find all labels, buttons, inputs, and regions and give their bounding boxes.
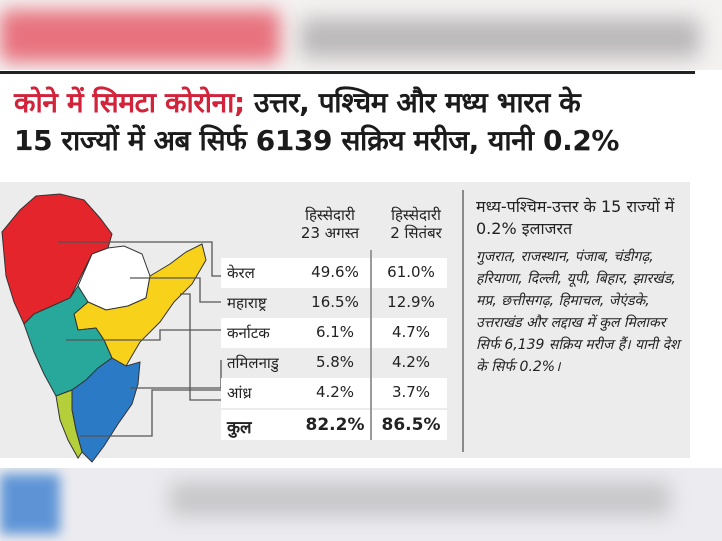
value-aug: 49.6%: [311, 263, 359, 281]
value-sep: 4.7%: [391, 323, 431, 341]
blurred-grey-text: [170, 482, 670, 516]
col-head-sep: हिस्सेदारी 2 सितंबर: [376, 206, 456, 242]
map-karnataka: [23, 285, 113, 397]
value-sep: 4.2%: [391, 353, 431, 371]
sidebox-divider: [462, 190, 464, 452]
blurred-header-strip: [0, 0, 722, 70]
state-label: तमिलनाडु: [227, 354, 279, 372]
state-label: केरल: [227, 264, 255, 282]
col-head-aug-line1: हिस्सेदारी: [305, 206, 355, 224]
blurred-blue-shape: [0, 474, 60, 534]
blurred-grey-title: [300, 18, 700, 58]
state-label: महाराष्ट्र: [227, 294, 267, 312]
table-row: तमिलनाडु 5.8% 4.2%: [221, 348, 447, 378]
value-aug: 6.1%: [315, 323, 355, 341]
south-india-map: [1, 193, 222, 463]
blurred-red-title: [0, 10, 280, 62]
sidebox-heading: मध्य-पश्चिम-उत्तर के 15 राज्यों में 0.2%…: [476, 197, 675, 238]
blurred-footer-strip: [0, 468, 722, 541]
table-row: केरल 49.6% 61.0%: [221, 258, 447, 288]
headline-accent: कोने में सिमटा कोरोना;: [14, 86, 245, 119]
header-rule: [0, 71, 695, 74]
headline: कोने में सिमटा कोरोना; उत्तर, पश्चिम और …: [14, 84, 704, 160]
value-aug: 4.2%: [315, 383, 355, 401]
state-label: कर्नाटक: [227, 324, 270, 342]
headline-line-2: 15 राज्यों में अब सिर्फ 6139 सक्रिय मरीज…: [14, 124, 620, 157]
col-head-sep-line1: हिस्सेदारी: [391, 206, 441, 224]
headline-part-2: उत्तर, पश्चिम और मध्य भारत के: [244, 86, 581, 119]
total-label: कुल: [227, 418, 252, 438]
table-row: आंध्र 4.2% 3.7%: [221, 378, 447, 408]
col-head-sep-line2: 2 सितंबर: [390, 224, 442, 242]
state-label: आंध्र: [227, 384, 252, 402]
value-sep: 12.9%: [387, 293, 435, 311]
value-aug: 16.5%: [311, 293, 359, 311]
map-kerala: [55, 389, 83, 459]
table-total-row: कुल 82.2% 86.5%: [221, 410, 447, 440]
value-aug: 5.8%: [315, 353, 355, 371]
value-sep: 61.0%: [387, 263, 435, 281]
table-row: कर्नाटक 6.1% 4.7%: [221, 318, 447, 348]
headline-line-1: कोने में सिमटा कोरोना; उत्तर, पश्चिम और …: [14, 84, 704, 122]
sidebox: मध्य-पश्चिम-उत्तर के 15 राज्यों में 0.2%…: [476, 196, 684, 378]
table-row: महाराष्ट्र 16.5% 12.9%: [221, 288, 447, 318]
total-sep: 86.5%: [381, 415, 441, 435]
value-sep: 3.7%: [391, 383, 431, 401]
table-column-divider: [370, 250, 372, 440]
total-aug: 82.2%: [305, 415, 365, 435]
col-head-aug: हिस्सेदारी 23 अगस्त: [290, 206, 370, 242]
sidebox-body: गुजरात, राजस्थान, पंजाब, चंडीगढ़, हरियाण…: [476, 249, 680, 375]
col-head-aug-line2: 23 अगस्त: [300, 224, 360, 242]
